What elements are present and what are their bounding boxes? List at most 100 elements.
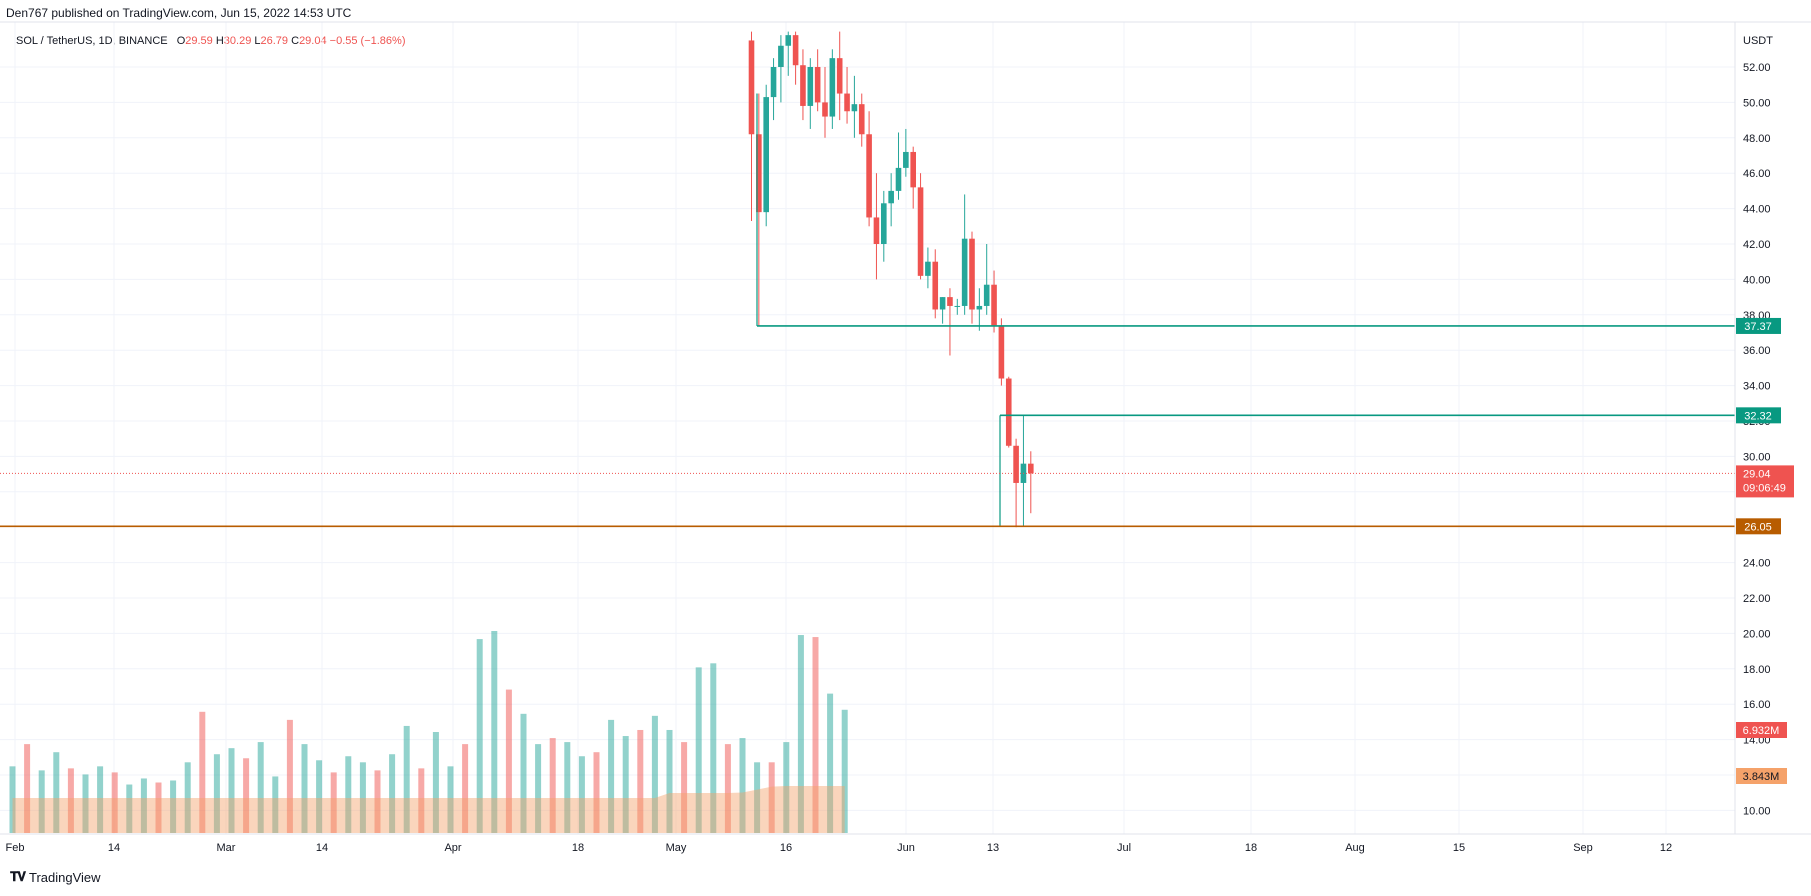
volume-bar	[316, 760, 323, 833]
time-axis[interactable]: Feb 14 Mar 14 Apr 18 May 16 Jun 13 Jul 18 Aug 15 Sep 12	[6, 842, 1673, 854]
volume-bar	[608, 719, 615, 833]
price-tick-label: 40.00	[1743, 274, 1771, 286]
time-tick-label: May	[666, 842, 687, 854]
volume-bar	[797, 635, 804, 833]
volume-bar	[184, 762, 191, 833]
countdown-label: 09:06:49	[1743, 482, 1786, 494]
volume-bar	[535, 744, 542, 833]
volume-bar	[199, 711, 206, 833]
level-price-label: 26.05	[1744, 521, 1772, 533]
price-axis[interactable]: USDT 52.00 50.00 48.00 46.00 44.00 42.00 40.00…	[1743, 35, 1773, 817]
candle-body	[770, 67, 777, 98]
volume-ma-area	[12, 786, 845, 833]
candle-body	[873, 217, 880, 244]
tradingview-footer[interactable]: 𝐓𝐕 TradingView	[10, 869, 101, 885]
candle-body	[748, 40, 755, 135]
level-price-label: 32.32	[1744, 410, 1772, 422]
price-tick-label: 24.00	[1743, 558, 1771, 570]
volume-bar	[564, 742, 571, 833]
volume-bar	[666, 729, 673, 833]
volume-bar	[213, 754, 220, 833]
change-value: −0.55 (−1.86%)	[329, 35, 406, 47]
volume-bar	[243, 758, 250, 833]
time-tick-label: 14	[108, 842, 120, 854]
candle-body	[947, 297, 953, 306]
candle-body	[785, 35, 792, 46]
volume-pane	[9, 631, 848, 833]
candle-body	[1028, 463, 1034, 474]
volume-bar	[38, 770, 45, 833]
time-tick-label: Jul	[1117, 842, 1131, 854]
volume-bar	[447, 766, 454, 833]
volume-bar	[301, 744, 308, 833]
price-tick-label: 30.00	[1743, 451, 1771, 463]
candle-body	[858, 104, 865, 135]
volume-bar	[67, 768, 74, 833]
volume-bar	[724, 744, 731, 833]
candle-body	[991, 284, 997, 326]
volume-bar	[82, 774, 89, 833]
volume-bar	[272, 776, 279, 833]
low-label: L	[254, 35, 261, 47]
volume-bar	[695, 667, 702, 833]
time-tick-label: Aug	[1345, 842, 1365, 854]
price-tick-label: 44.00	[1743, 204, 1771, 216]
low-value: 26.79	[260, 35, 289, 47]
volume-bar	[389, 754, 396, 833]
high-label: H	[215, 35, 224, 47]
candle-body	[881, 203, 887, 244]
candle-body	[969, 238, 975, 310]
volume-bar	[841, 709, 848, 833]
candle-body	[976, 305, 983, 310]
candle-body	[822, 102, 828, 117]
candle-body	[792, 35, 799, 66]
volume-bar	[24, 744, 31, 833]
candle-body	[829, 58, 836, 117]
level-price-tag	[1736, 317, 1781, 334]
candle-body	[925, 261, 931, 276]
candle-body	[836, 58, 843, 94]
time-tick-label: Mar	[217, 842, 236, 854]
price-tick-label: 16.00	[1743, 699, 1771, 711]
volume-tag-label: 6.932M	[1743, 725, 1780, 737]
horizontal-levels[interactable]	[0, 93, 1735, 528]
candles	[748, 31, 1034, 528]
volume-bar	[520, 713, 527, 833]
candle-body	[939, 297, 946, 310]
volume-tag-label: 3.843M	[1743, 771, 1780, 783]
time-tick-label: Sep	[1573, 842, 1593, 854]
volume-bar	[783, 742, 790, 833]
volume-bar	[53, 752, 60, 833]
candle-body	[932, 261, 939, 310]
price-tick-label: 18.00	[1743, 664, 1771, 676]
volume-bar	[111, 772, 118, 833]
volume-bar	[637, 729, 644, 833]
price-tick-label: 52.00	[1743, 62, 1771, 74]
candle-body	[807, 67, 814, 106]
level-price-tag	[1736, 518, 1781, 535]
price-tick-label: 36.00	[1743, 345, 1771, 357]
price-tick-label: 50.00	[1743, 97, 1771, 109]
candle-body	[778, 45, 784, 67]
volume-bar	[578, 756, 585, 833]
close-label: C	[291, 35, 300, 47]
volume-tag	[1736, 722, 1787, 738]
candle-body	[1005, 378, 1012, 446]
price-tick-label: 20.00	[1743, 628, 1771, 640]
time-tick-label: 18	[572, 842, 584, 854]
candle-body	[998, 325, 1005, 379]
candle-body	[763, 97, 769, 213]
volume-bar	[476, 639, 483, 833]
candle-body	[756, 134, 762, 213]
candle-body	[888, 190, 894, 204]
symbol-name[interactable]: SOL / TetherUS, 1D, BINANCE	[16, 35, 168, 47]
candle-body	[814, 67, 821, 103]
price-tick-label: 48.00	[1743, 133, 1771, 145]
candle-body	[800, 65, 806, 106]
time-tick-label: 15	[1453, 842, 1465, 854]
volume-bar	[330, 772, 337, 833]
time-tick-label: 13	[987, 842, 999, 854]
volume-bar	[418, 768, 425, 833]
volume-bar	[812, 637, 819, 833]
